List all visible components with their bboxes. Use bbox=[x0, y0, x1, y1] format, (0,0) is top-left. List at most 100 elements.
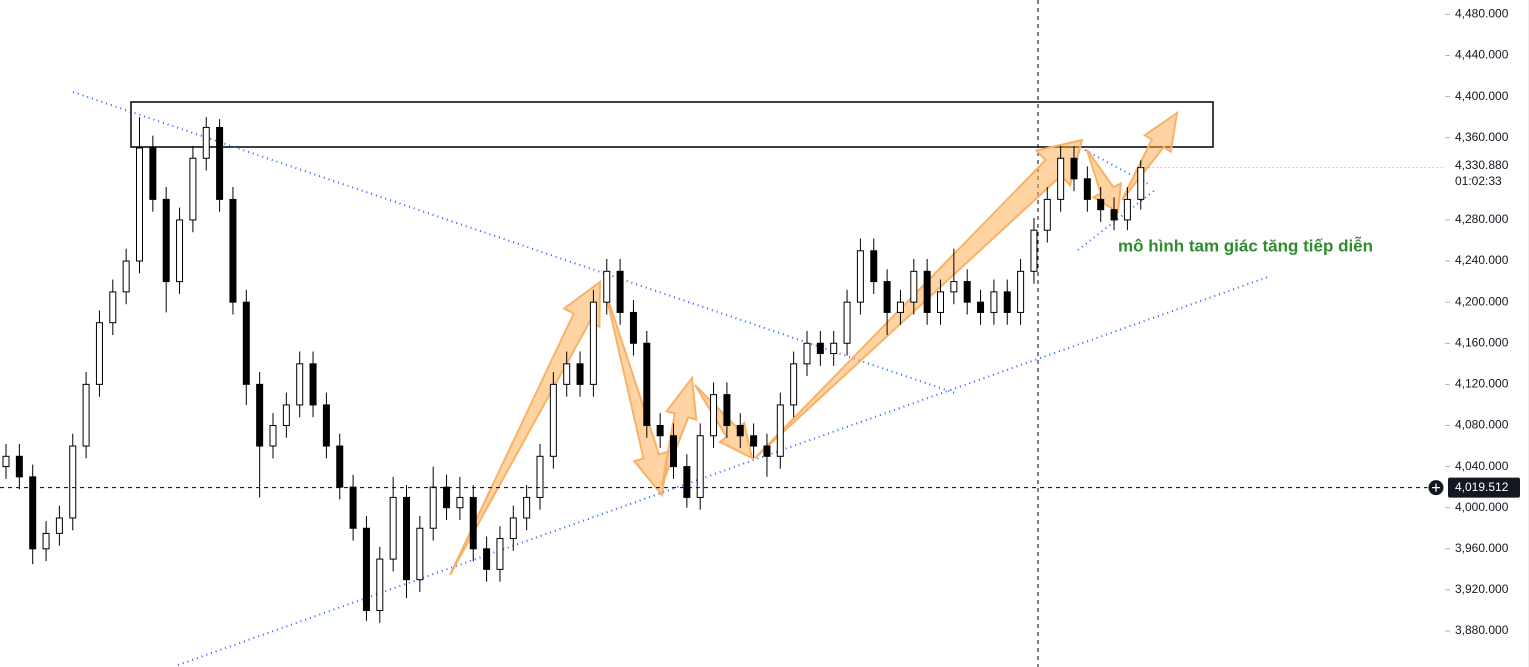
candle-body bbox=[549, 383, 557, 457]
resistance-zone bbox=[130, 101, 1214, 148]
candle-body bbox=[563, 363, 571, 385]
candle-body bbox=[42, 532, 50, 550]
candle-body bbox=[202, 126, 210, 159]
candle-body bbox=[176, 219, 184, 283]
candle-body bbox=[403, 496, 410, 581]
candle-body bbox=[523, 496, 531, 519]
candle-body bbox=[483, 548, 491, 570]
y-tick-label: 4,040.000 bbox=[1455, 459, 1509, 473]
candle-body bbox=[469, 496, 477, 550]
candle-body bbox=[1123, 198, 1131, 221]
candle-body bbox=[376, 558, 384, 611]
candle-body bbox=[736, 424, 744, 437]
candle-body bbox=[643, 342, 651, 426]
candle-body bbox=[242, 301, 250, 385]
candle-body bbox=[69, 445, 77, 519]
candle-body bbox=[589, 301, 597, 385]
candle-body bbox=[1110, 209, 1118, 221]
y-tick-label: 4,000.000 bbox=[1455, 500, 1509, 514]
candle-body bbox=[696, 435, 704, 498]
candle-body bbox=[896, 301, 904, 313]
crosshair-price-box bbox=[1448, 477, 1520, 498]
candle-body bbox=[1003, 291, 1011, 313]
y-tick-label: 4,400.000 bbox=[1455, 89, 1509, 103]
candle-body bbox=[322, 404, 330, 447]
candle-body bbox=[776, 404, 784, 457]
candle-body bbox=[603, 270, 611, 303]
candle-body bbox=[496, 538, 504, 570]
candle-body bbox=[95, 322, 103, 385]
candle-body bbox=[937, 291, 944, 313]
candle-body bbox=[843, 301, 851, 344]
candle-body bbox=[282, 404, 290, 426]
candle-body bbox=[1030, 229, 1038, 272]
candle-body bbox=[416, 527, 424, 581]
y-tick-label: 3,920.000 bbox=[1455, 582, 1509, 596]
candle-body bbox=[750, 435, 758, 447]
arrow bbox=[449, 279, 602, 576]
candle-body bbox=[162, 198, 170, 283]
candle-body bbox=[870, 250, 878, 283]
drawings bbox=[72, 0, 1269, 667]
candle-body bbox=[950, 281, 958, 293]
candle-body bbox=[1070, 157, 1078, 180]
candle-body bbox=[389, 496, 397, 560]
countdown-label: 01:02:33 bbox=[1455, 174, 1502, 188]
candle-body bbox=[923, 270, 931, 313]
arrow bbox=[661, 375, 698, 486]
candle-body bbox=[977, 301, 985, 313]
candle-body bbox=[15, 455, 23, 478]
crosshair-add-icon bbox=[1432, 483, 1440, 492]
candle-body bbox=[576, 363, 584, 385]
candle-body bbox=[1137, 167, 1145, 200]
y-tick-label: 4,200.000 bbox=[1455, 294, 1509, 308]
candle-body bbox=[443, 486, 451, 509]
candle-body bbox=[429, 486, 437, 529]
candle-body bbox=[670, 435, 677, 468]
candle-body bbox=[256, 383, 264, 447]
y-tick-label: 4,120.000 bbox=[1455, 377, 1509, 391]
y-tick-label: 3,880.000 bbox=[1455, 623, 1509, 637]
candle-body bbox=[1057, 157, 1065, 200]
candle-body bbox=[362, 527, 370, 611]
candle-body bbox=[229, 198, 237, 303]
candle-body bbox=[963, 281, 971, 303]
candle-body bbox=[1097, 198, 1105, 211]
candle-body bbox=[456, 496, 464, 509]
candle-body bbox=[296, 363, 304, 406]
candle-body bbox=[629, 311, 637, 344]
candle-body bbox=[1083, 178, 1091, 200]
candle-body bbox=[269, 424, 277, 447]
candle-body bbox=[616, 270, 624, 313]
candle-body bbox=[309, 363, 317, 406]
arrow bbox=[1121, 110, 1179, 201]
candle-body bbox=[149, 147, 157, 200]
candle-body bbox=[830, 342, 838, 355]
candle-body bbox=[55, 517, 63, 534]
candle-body bbox=[710, 394, 718, 437]
y-tick-label: 4,240.000 bbox=[1455, 253, 1509, 267]
candle-body bbox=[509, 517, 517, 540]
y-tick-label: 4,280.000 bbox=[1455, 212, 1509, 226]
candle-body bbox=[82, 383, 90, 447]
candle-body bbox=[122, 260, 130, 293]
crosshair-price-label: 4,019.512 bbox=[1455, 480, 1509, 494]
y-tick-label: 4,480.000 bbox=[1455, 7, 1509, 21]
candle-body bbox=[216, 126, 224, 200]
candle-body bbox=[763, 445, 771, 457]
candles bbox=[2, 117, 1145, 623]
y-tick-label: 4,360.000 bbox=[1455, 130, 1509, 144]
candle-body bbox=[336, 445, 344, 488]
candle-body bbox=[790, 363, 798, 406]
candle-body bbox=[883, 281, 891, 313]
candle-body bbox=[910, 270, 918, 303]
candle-body bbox=[1043, 198, 1051, 231]
candle-body bbox=[109, 291, 117, 324]
arrow bbox=[604, 289, 670, 498]
y-tick-label: 4,440.000 bbox=[1455, 48, 1509, 62]
candle-body bbox=[349, 486, 357, 529]
candle-body bbox=[189, 157, 197, 221]
candle-body bbox=[656, 424, 664, 437]
y-tick-label: 4,160.000 bbox=[1455, 335, 1509, 349]
